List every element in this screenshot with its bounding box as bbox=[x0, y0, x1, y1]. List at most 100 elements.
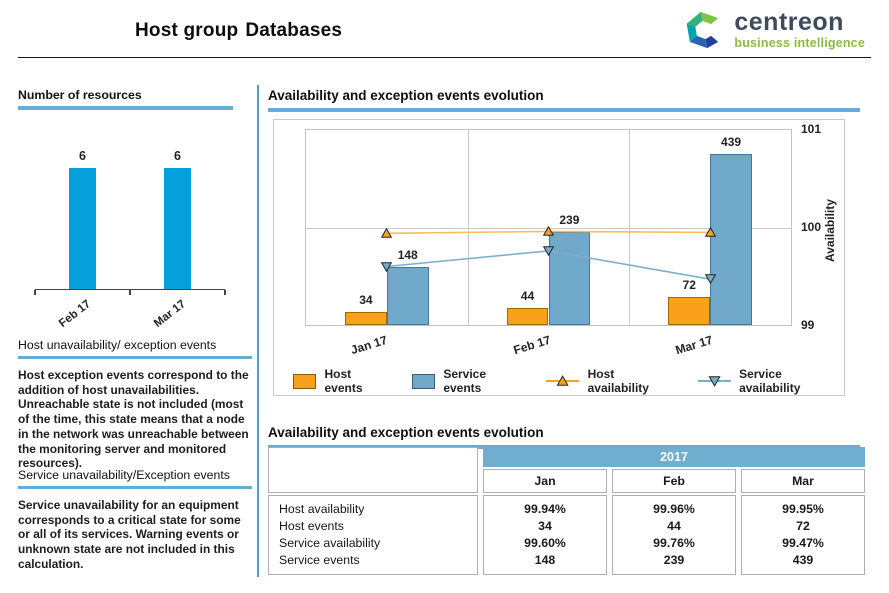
service-events-bar bbox=[386, 267, 429, 325]
table-row-labels: Host availability Host events Service av… bbox=[268, 495, 478, 575]
resources-x-label: Feb 17 bbox=[56, 298, 93, 330]
resources-bar bbox=[69, 168, 96, 289]
triangle-up-marker bbox=[704, 227, 716, 238]
triangle-down-marker bbox=[542, 246, 555, 257]
row-label-service-availability: Service availability bbox=[279, 536, 381, 550]
resources-x-label: Mar 17 bbox=[151, 298, 188, 330]
table-col-jan: Jan bbox=[483, 469, 607, 493]
vertical-divider bbox=[257, 85, 259, 577]
table-section-heading: Availability and exception events evolut… bbox=[268, 425, 860, 449]
table-corner-cell bbox=[268, 447, 478, 493]
availability-table: 2017 Jan Feb Mar Host availability Host … bbox=[268, 447, 865, 575]
resources-x-axis bbox=[34, 289, 226, 295]
legend-service-availability: Service availability bbox=[697, 367, 844, 395]
legend-host-availability-label: Host availability bbox=[587, 367, 649, 395]
page-title-hostgroup: Databases bbox=[245, 20, 343, 41]
main-content: Availability and exception events evolut… bbox=[268, 88, 871, 580]
legend-service-availability-label: Service availability bbox=[739, 367, 801, 395]
bar-value-label: 439 bbox=[721, 134, 742, 149]
value-cell: 239 bbox=[663, 553, 685, 567]
y2-tick-101: 101 bbox=[801, 122, 822, 136]
logo-name: centreon bbox=[734, 8, 844, 37]
value-cell: 99.76% bbox=[653, 536, 695, 550]
availability-axis-title: Availability bbox=[823, 199, 837, 262]
legend-host-events: Host events bbox=[293, 367, 391, 395]
centreon-logo-text: centreon business intelligence bbox=[734, 10, 865, 50]
resources-bar bbox=[164, 168, 191, 289]
service-unavailability-section: Service unavailability/Exception events … bbox=[18, 468, 252, 572]
centreon-logo: centreon business intelligence bbox=[683, 9, 865, 51]
logo-tagline: business intelligence bbox=[734, 36, 865, 51]
table-values-feb: 99.96% 44 99.76% 239 bbox=[612, 495, 736, 575]
value-cell: 99.96% bbox=[653, 502, 695, 516]
bar-value-label: 34 bbox=[359, 292, 373, 307]
value-cell: 44 bbox=[667, 519, 681, 533]
host-events-bar bbox=[506, 307, 549, 325]
triangle-down-marker bbox=[704, 274, 716, 285]
service-unavailability-text: Service unavailability for an equipment … bbox=[18, 498, 241, 571]
host-unavailability-section: Host unavailability/ exception events Ho… bbox=[18, 338, 252, 471]
triangle-up-marker bbox=[542, 226, 555, 237]
value-cell: 99.94% bbox=[524, 502, 566, 516]
value-cell: 99.95% bbox=[782, 502, 824, 516]
value-cell: 34 bbox=[538, 519, 552, 533]
host-events-bar bbox=[668, 296, 711, 325]
x-axis-label: Mar 17 bbox=[673, 332, 715, 358]
legend-host-events-label: Host events bbox=[324, 367, 363, 395]
bar-value-label: 148 bbox=[397, 248, 418, 263]
bar-value-label: 239 bbox=[559, 212, 580, 227]
legend-service-events: Service events bbox=[411, 367, 526, 395]
service-events-swatch bbox=[411, 373, 436, 389]
service-unavailability-heading: Service unavailability/Exception events bbox=[18, 468, 252, 489]
availability-chart: 34 148 44 239 72 439 101 100 99 Availability … bbox=[273, 119, 845, 396]
row-label-service-events: Service events bbox=[279, 553, 360, 567]
host-events-bar bbox=[345, 311, 387, 325]
resources-x-labels: Feb 17 Mar 17 bbox=[35, 296, 225, 332]
availability-x-labels: Jan 17 Feb 17 Mar 17 bbox=[305, 328, 792, 362]
x-axis-label: Jan 17 bbox=[349, 332, 390, 358]
page-title: Host group Databases bbox=[135, 20, 342, 42]
row-label-host-availability: Host availability bbox=[279, 502, 365, 516]
host-unavailability-text: Host exception events correspond to the … bbox=[18, 368, 249, 471]
table-values-jan: 99.94% 34 99.60% 148 bbox=[483, 495, 607, 575]
value-cell: 99.47% bbox=[782, 536, 824, 550]
availability-plot: 34 148 44 239 72 439 bbox=[305, 129, 792, 326]
triangle-down-marker bbox=[381, 261, 393, 272]
bar-value-label: 44 bbox=[520, 288, 535, 303]
value-cell: 439 bbox=[792, 553, 814, 567]
table-col-feb: Feb bbox=[612, 469, 736, 493]
axis-tick bbox=[224, 290, 226, 295]
service-availability-line-icon bbox=[697, 376, 732, 387]
host-events-swatch bbox=[293, 373, 317, 389]
y2-tick-99: 99 bbox=[801, 318, 815, 332]
chart-section-heading: Availability and exception events evolut… bbox=[268, 88, 860, 112]
legend-host-availability: Host availability bbox=[546, 367, 676, 395]
resources-heading: Number of resources bbox=[18, 88, 233, 110]
bar-value-label: 72 bbox=[682, 277, 696, 292]
axis-tick bbox=[129, 290, 131, 295]
y2-tick-100: 100 bbox=[801, 220, 822, 234]
table-col-mar: Mar bbox=[741, 469, 865, 493]
triangle-up-marker bbox=[381, 228, 393, 239]
table-values-mar: 99.95% 72 99.47% 439 bbox=[741, 495, 865, 575]
row-label-host-events: Host events bbox=[279, 519, 344, 533]
service-events-bar bbox=[548, 231, 591, 325]
x-axis-label: Feb 17 bbox=[511, 332, 552, 358]
resources-bar-value: 6 bbox=[79, 149, 86, 164]
chart-legend: Host events Service events Host availabi… bbox=[293, 367, 844, 395]
page-title-prefix: Host group bbox=[135, 20, 239, 41]
axis-tick bbox=[34, 290, 36, 295]
table-year-header: 2017 bbox=[483, 447, 865, 467]
legend-service-events-label: Service events bbox=[443, 367, 487, 395]
service-events-bar bbox=[710, 153, 752, 325]
value-cell: 148 bbox=[534, 553, 556, 567]
header-divider bbox=[18, 57, 871, 58]
value-cell: 72 bbox=[796, 519, 810, 533]
value-cell: 99.60% bbox=[524, 536, 566, 550]
centreon-logo-icon bbox=[687, 11, 719, 49]
